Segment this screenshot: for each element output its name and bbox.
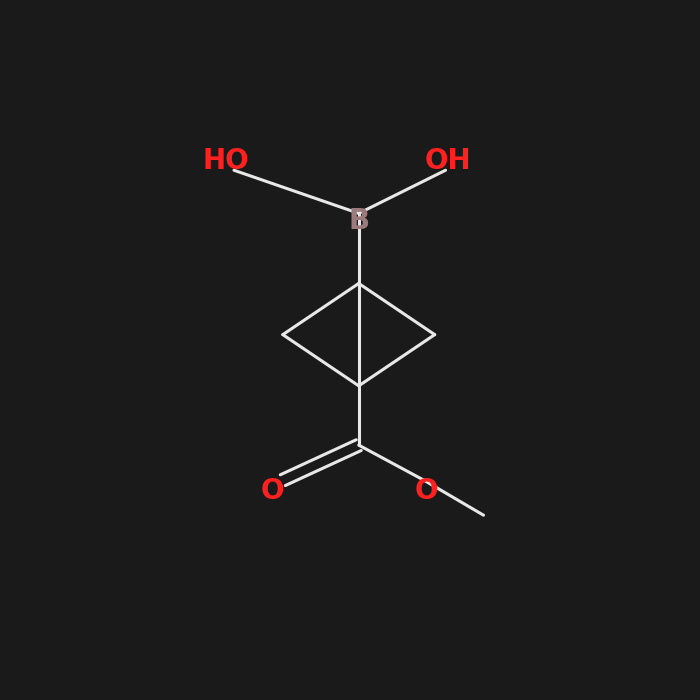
Text: B: B xyxy=(348,207,370,235)
Text: O: O xyxy=(260,477,284,505)
Text: OH: OH xyxy=(425,146,472,174)
Text: O: O xyxy=(415,477,438,505)
Text: HO: HO xyxy=(202,146,249,174)
